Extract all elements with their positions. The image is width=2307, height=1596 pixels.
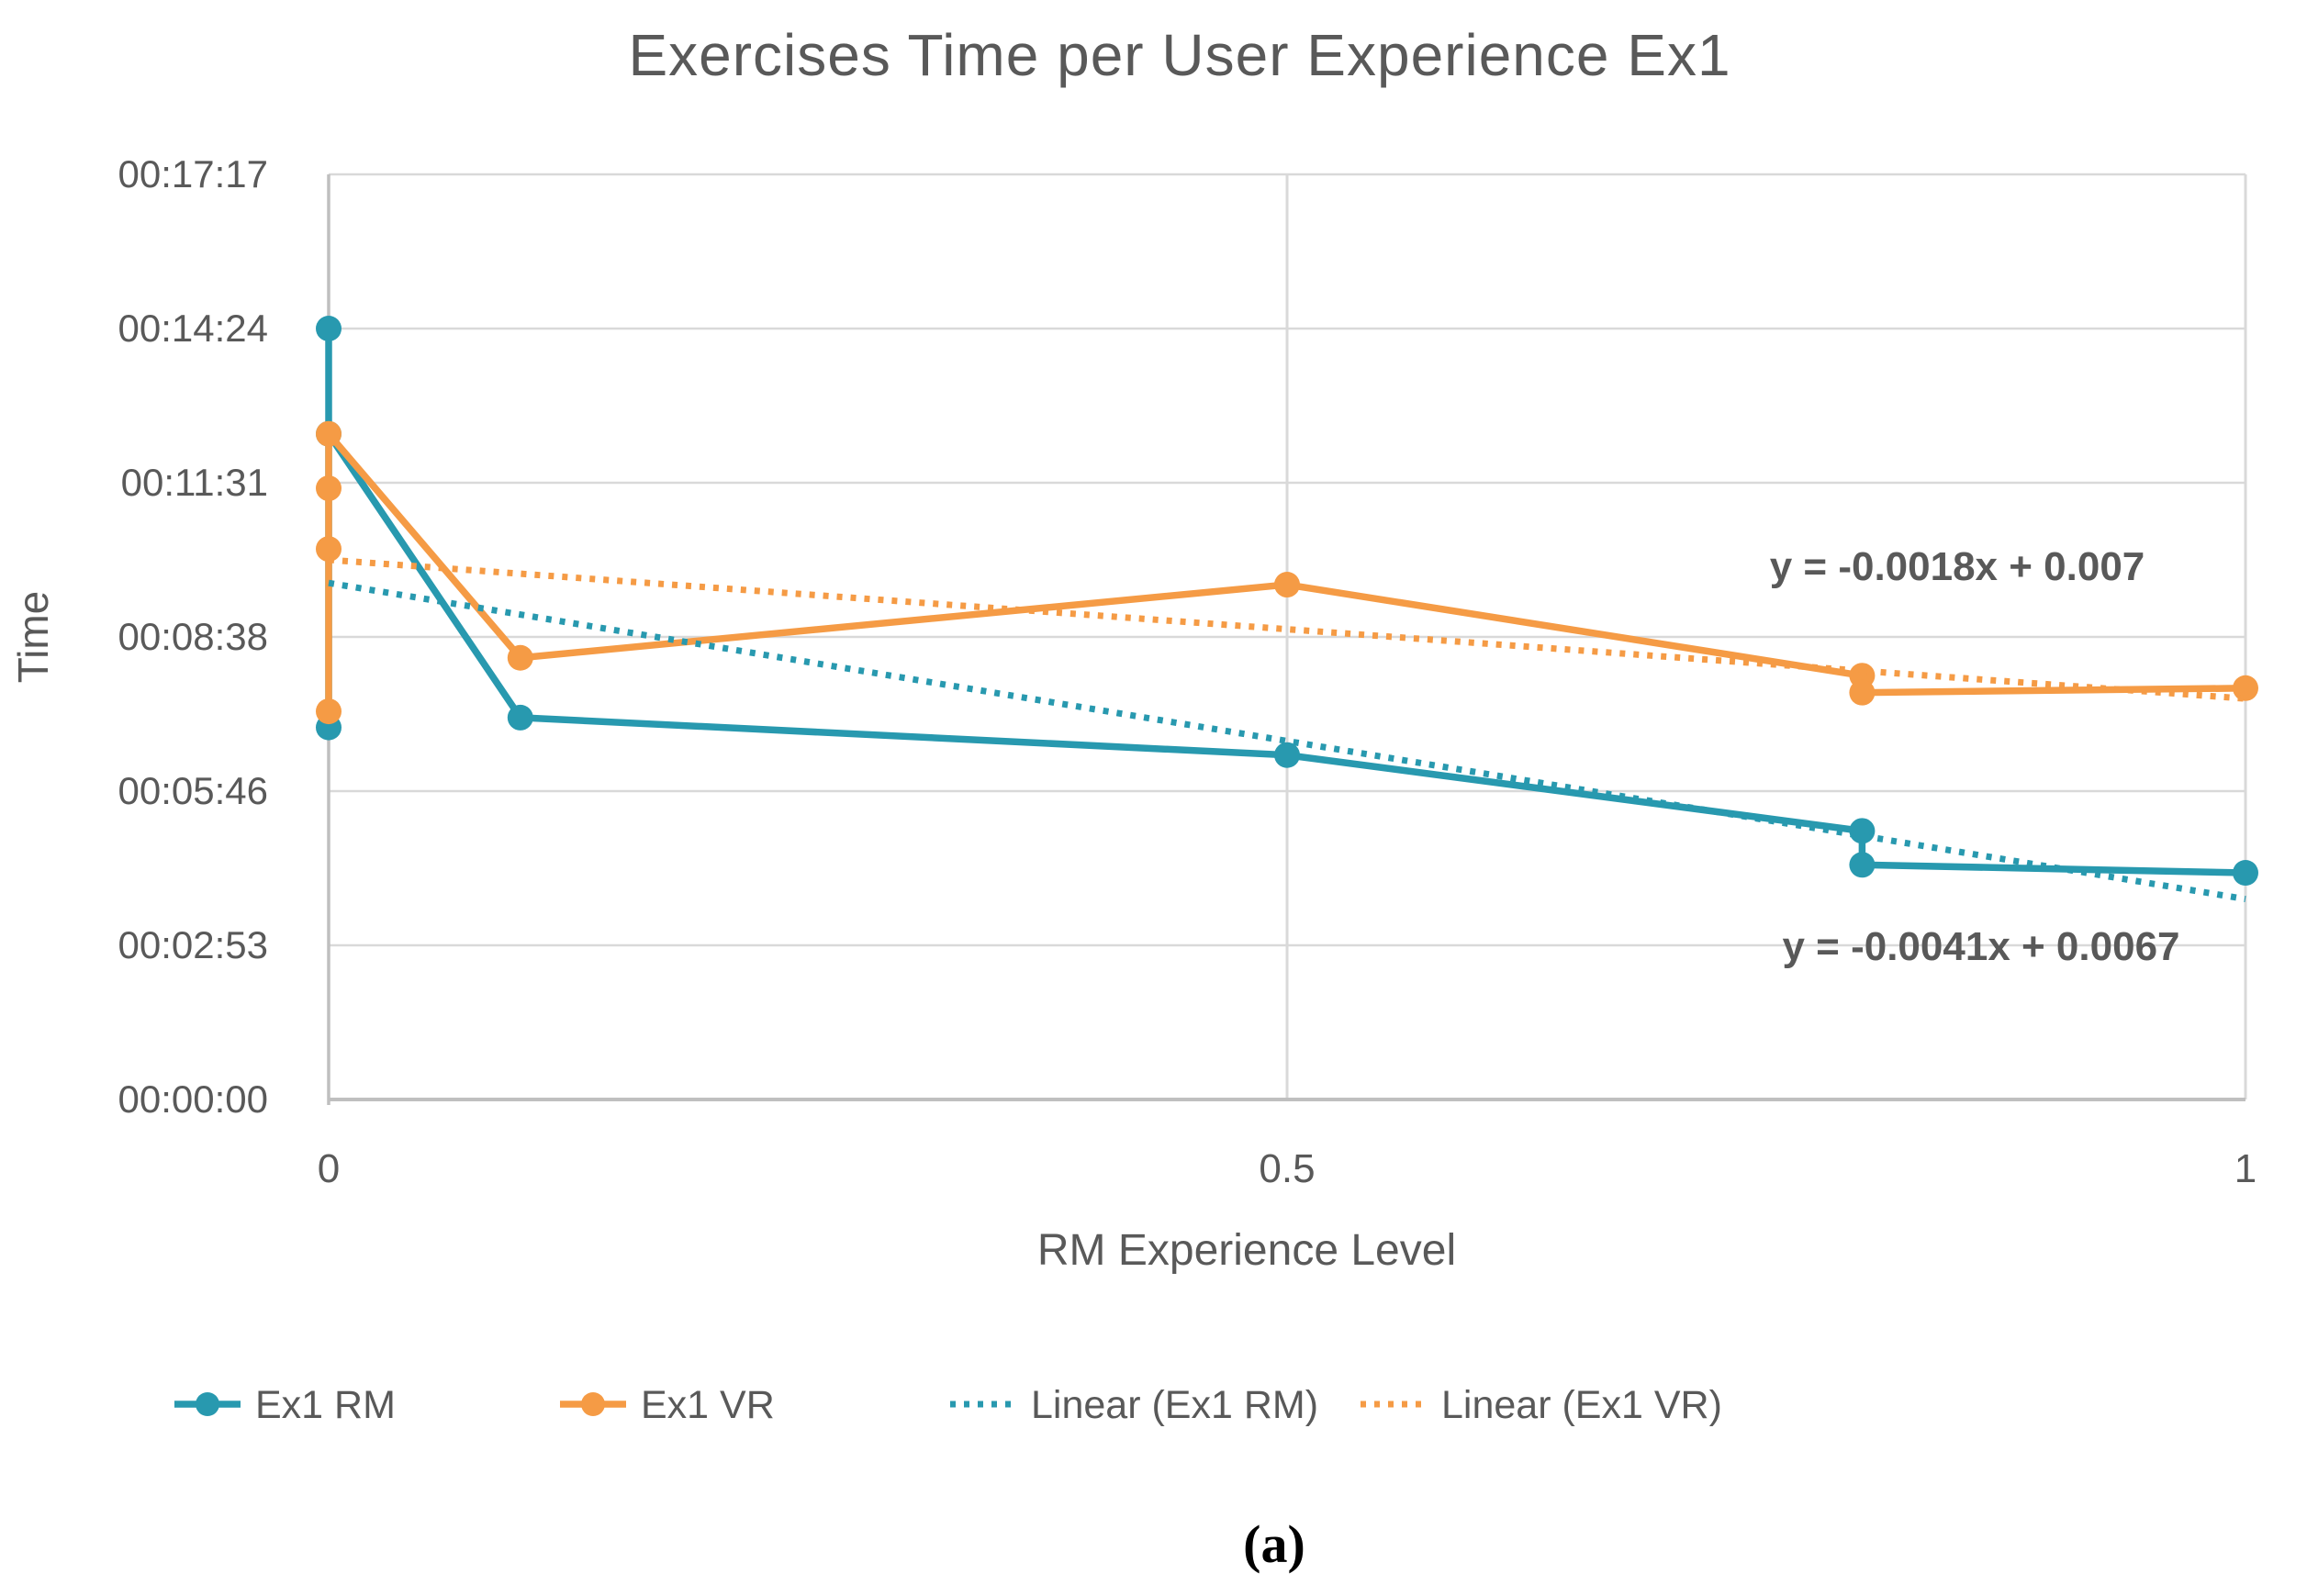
legend-marker-swatch [581,1392,605,1416]
legend: Ex1 RM Ex1 VR Linear (Ex1 RM) Linear (Ex1 V… [174,1383,1722,1427]
y-tick-label: 00:02:53 [118,923,269,966]
marker-ex1-rm [1849,852,1876,878]
trendline-equation-vr: y = -0.0018x + 0.007 [1770,544,2145,589]
marker-ex1-vr [1274,572,1300,598]
marker-ex1-vr [316,475,342,502]
x-axis-title: RM Experience Level [1037,1226,1456,1275]
legend-marker-swatch [196,1392,219,1416]
legend-item-ex1-vr: Ex1 VR [560,1383,775,1427]
y-tick-label: 00:00:00 [118,1077,269,1121]
y-tick-label: 00:05:46 [118,769,269,812]
figure-caption: (a) [1243,1514,1305,1574]
trendline-equation-rm: y = -0.0041x + 0.0067 [1782,924,2179,969]
y-tick-label: 00:17:17 [118,152,269,195]
tick-label-layer: 00:00:00 00:02:53 00:05:46 00:08:38 00:11:31… [118,152,2257,1191]
x-tick-label: 0.5 [1259,1146,1315,1191]
legend-item-ex1-rm: Ex1 RM [174,1383,396,1427]
chart-title: Exercises Time per User Experience Ex1 [628,22,1730,88]
marker-ex1-vr [2233,675,2258,701]
marker-ex1-vr [316,536,342,563]
marker-ex1-vr [316,420,342,447]
marker-ex1-rm [507,704,533,731]
marker-ex1-rm [1849,818,1876,844]
y-axis-title: Time [9,591,57,684]
x-tick-label: 1 [2234,1146,2257,1191]
trendline-linear-ex1-vr- [328,556,2246,702]
marker-ex1-vr [1849,679,1876,706]
y-tick-label: 00:14:24 [118,307,269,350]
marker-ex1-vr [507,644,533,671]
marker-ex1-rm [2233,860,2258,887]
marker-ex1-vr [316,698,342,725]
x-tick-label: 0 [318,1146,340,1191]
series-layer [316,316,2258,903]
legend-item-linear-ex1-rm-: Linear (Ex1 RM) [950,1383,1318,1427]
legend-label: Linear (Ex1 RM) [1031,1383,1318,1427]
legend-label: Ex1 VR [641,1383,775,1427]
marker-ex1-rm [1274,742,1300,768]
legend-label: Linear (Ex1 VR) [1441,1383,1722,1427]
y-tick-label: 00:08:38 [118,615,269,658]
marker-ex1-rm [316,316,342,341]
y-tick-label: 00:11:31 [121,461,268,504]
legend-item-linear-ex1-vr-: Linear (Ex1 VR) [1361,1383,1722,1427]
legend-label: Ex1 RM [255,1383,396,1427]
